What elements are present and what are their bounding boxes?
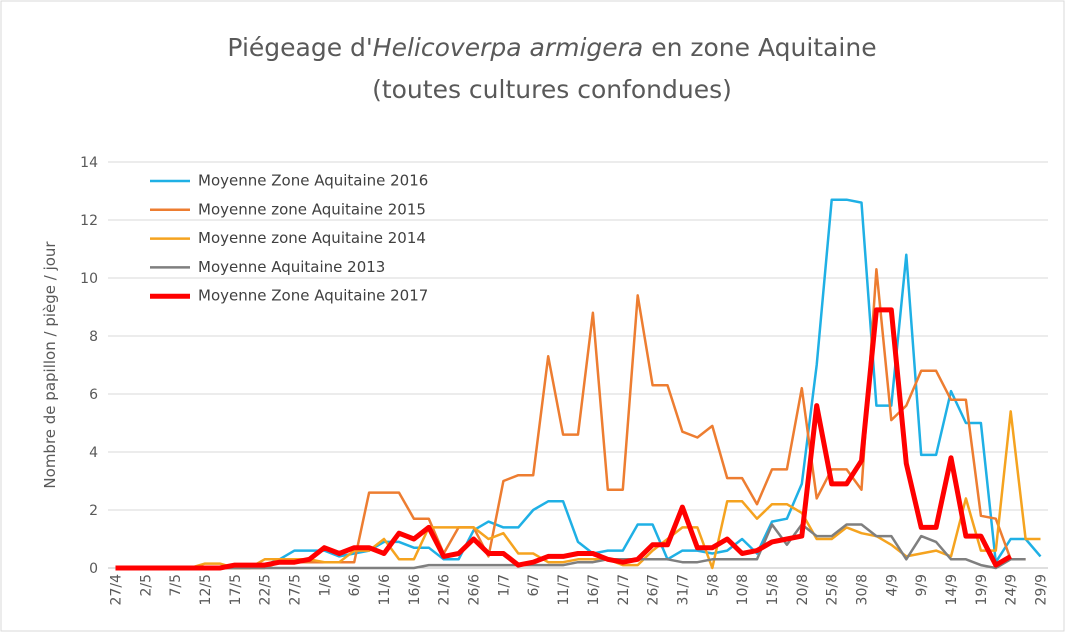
x-tick-label: 20/8 xyxy=(795,574,811,605)
x-tick-label: 17/5 xyxy=(228,574,244,605)
y-tick-label: 6 xyxy=(89,387,98,403)
x-tick-label: 14/9 xyxy=(944,574,960,605)
x-tick-label: 11/7 xyxy=(556,574,572,605)
series-line xyxy=(115,523,1026,570)
x-tick-label: 24/9 xyxy=(1004,574,1020,605)
x-tick-label: 21/7 xyxy=(616,574,632,605)
y-tick-label: 10 xyxy=(80,271,98,287)
x-tick-label: 6/6 xyxy=(347,574,363,597)
series-line xyxy=(115,307,1012,571)
x-tick-label: 21/6 xyxy=(437,574,453,606)
x-tick-label: 6/7 xyxy=(526,574,542,597)
legend-label: Moyenne zone Aquitaine 2014 xyxy=(198,229,426,247)
x-tick-label: 9/9 xyxy=(914,574,930,597)
x-tick-label: 16/7 xyxy=(586,574,602,605)
chart-title: Piégeage d'Helicoverpa armigera en zone … xyxy=(227,33,876,62)
chart-subtitle: (toutes cultures confondues) xyxy=(372,75,732,104)
y-tick-label: 12 xyxy=(80,213,98,229)
x-tick-label: 25/8 xyxy=(825,574,841,605)
x-tick-label: 1/7 xyxy=(496,574,512,597)
x-tick-label: 5/8 xyxy=(705,574,721,597)
x-tick-label: 31/7 xyxy=(675,574,691,605)
x-tick-label: 16/6 xyxy=(407,574,423,606)
x-tick-label: 2/5 xyxy=(138,574,154,597)
y-tick-label: 8 xyxy=(89,329,98,345)
x-tick-label: 1/6 xyxy=(317,574,333,597)
y-tick-label: 2 xyxy=(89,503,98,519)
y-tick-label: 14 xyxy=(80,155,98,171)
x-tick-label: 27/5 xyxy=(288,574,304,605)
x-tick-label: 11/6 xyxy=(377,574,393,606)
x-tick-label: 30/8 xyxy=(854,574,870,605)
x-tick-label: 10/8 xyxy=(735,574,751,605)
x-tick-label: 29/9 xyxy=(1034,574,1050,605)
y-axis-label: Nombre de papillon / piège / jour xyxy=(41,241,59,489)
x-tick-label: 12/5 xyxy=(198,574,214,605)
y-tick-label: 4 xyxy=(89,445,98,461)
x-tick-label: 26/6 xyxy=(467,574,483,606)
legend-label: Moyenne Zone Aquitaine 2016 xyxy=(198,172,428,190)
x-tick-label: 15/8 xyxy=(765,574,781,605)
x-tick-label: 7/5 xyxy=(168,574,184,597)
x-tick-label: 4/9 xyxy=(884,574,900,597)
legend-label: Moyenne zone Aquitaine 2015 xyxy=(198,200,426,218)
x-tick-label: 22/5 xyxy=(258,574,274,605)
legend-label: Moyenne Aquitaine 2013 xyxy=(198,258,385,276)
x-tick-label: 26/7 xyxy=(646,574,662,605)
x-tick-label: 27/4 xyxy=(108,574,124,606)
y-tick-label: 0 xyxy=(89,561,98,577)
legend-label: Moyenne Zone Aquitaine 2017 xyxy=(198,287,428,305)
series-line xyxy=(115,410,1041,570)
x-tick-label: 19/9 xyxy=(974,574,990,605)
